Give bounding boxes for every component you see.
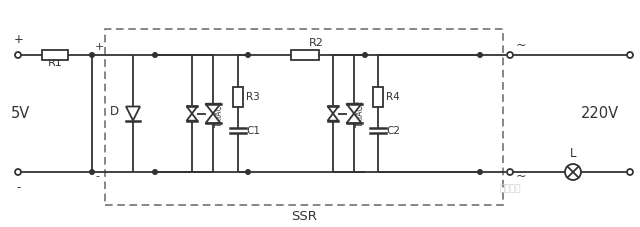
Text: R2: R2 (309, 38, 324, 48)
Bar (105, 29, 503, 205)
Circle shape (15, 52, 21, 58)
Circle shape (153, 53, 157, 57)
Circle shape (507, 169, 513, 175)
Circle shape (246, 53, 250, 57)
Text: 5V: 5V (10, 106, 29, 121)
Text: TRIAC2: TRIAC2 (356, 100, 365, 127)
Bar (291, 50, 319, 60)
Polygon shape (328, 114, 339, 121)
Circle shape (90, 53, 94, 57)
Text: R3: R3 (246, 91, 260, 101)
Polygon shape (126, 106, 140, 121)
Polygon shape (187, 106, 197, 114)
Circle shape (627, 169, 633, 175)
Text: C2: C2 (386, 126, 400, 136)
Circle shape (246, 170, 250, 174)
Circle shape (477, 53, 483, 57)
Circle shape (507, 52, 513, 58)
Text: -: - (95, 171, 99, 181)
Bar (233, 86, 243, 106)
Text: +: + (14, 33, 24, 46)
Text: R1: R1 (47, 58, 62, 68)
Circle shape (565, 164, 581, 180)
Circle shape (15, 169, 21, 175)
Polygon shape (346, 104, 362, 114)
Circle shape (153, 170, 157, 174)
Circle shape (477, 170, 483, 174)
Text: SSR: SSR (291, 210, 317, 223)
Text: L: L (570, 147, 576, 160)
Polygon shape (205, 114, 221, 123)
Polygon shape (187, 114, 197, 121)
Text: 电工之家: 电工之家 (499, 185, 521, 193)
Text: 220V: 220V (581, 106, 619, 121)
Text: C1: C1 (246, 126, 260, 136)
Text: +: + (95, 42, 104, 52)
Text: ~: ~ (516, 39, 527, 52)
Polygon shape (205, 104, 221, 114)
Text: ~: ~ (516, 170, 527, 183)
Circle shape (363, 53, 367, 57)
Polygon shape (328, 106, 339, 114)
Bar (42, 50, 68, 60)
Text: R4: R4 (386, 91, 400, 101)
Bar (373, 86, 383, 106)
Text: D: D (110, 105, 119, 118)
Circle shape (627, 52, 633, 58)
Circle shape (90, 170, 94, 174)
Text: -: - (17, 181, 21, 194)
Text: TRIAC1: TRIAC1 (215, 100, 224, 127)
Polygon shape (346, 114, 362, 123)
